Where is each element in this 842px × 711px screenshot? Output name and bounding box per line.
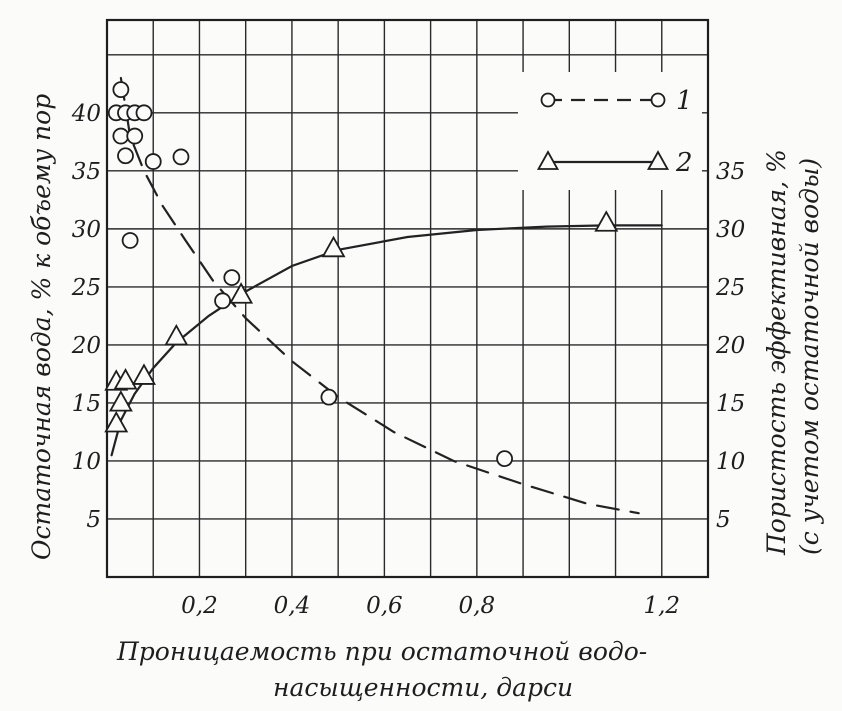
point-series-2	[229, 282, 254, 304]
x-tick-label: 0,6	[366, 593, 403, 619]
legend-label-series-2: 2	[675, 148, 693, 178]
y-tick-label-left: 15	[72, 391, 101, 417]
y-tick-label-right: 10	[716, 449, 745, 475]
y-tick-label-right: 25	[715, 275, 745, 301]
point-series-1	[112, 81, 130, 99]
x-tick-label: 1,2	[643, 593, 680, 619]
point-series-2	[321, 235, 346, 258]
point-series-2	[108, 390, 133, 412]
point-series-1	[320, 388, 338, 406]
y-axis-right-title: Пористость эффективная, %	[762, 149, 791, 556]
y-tick-label-right: 15	[716, 391, 745, 417]
y-axis-left-title: Остаточная вода, % к объему пор	[27, 94, 56, 560]
point-series-1	[496, 450, 513, 468]
point-series-2	[104, 410, 129, 433]
point-series-2	[113, 368, 138, 390]
y-tick-label-left: 5	[86, 507, 101, 533]
y-tick-label-right: 20	[715, 333, 745, 359]
point-series-1	[135, 104, 153, 122]
y-tick-label-left: 30	[72, 217, 101, 243]
point-series-2	[132, 363, 156, 385]
tick-labels: 0,2 0,4 0,6 0,8 1,2 5 10 15 20 25 30 35 40 5 10 15 20 25 3…	[71, 101, 746, 619]
point-series-1	[214, 292, 231, 310]
y-tick-label-right: 5	[716, 507, 731, 533]
legend-marker-series-1	[540, 92, 556, 108]
point-series-1	[112, 127, 130, 145]
x-tick-label: 0,8	[459, 593, 496, 619]
y-tick-label-right: 30	[716, 217, 745, 243]
y-tick-label-left: 40	[71, 101, 101, 127]
legend-marker-series-2	[646, 150, 670, 170]
y-tick-label-left: 20	[71, 333, 101, 359]
x-axis-title-line-2: насыщенности, дарси	[273, 673, 573, 702]
x-axis-title-line-1: Проницаемость при остаточной водо-	[116, 637, 647, 666]
point-series-1	[126, 127, 144, 145]
legend-marker-series-2	[536, 150, 560, 170]
point-series-1	[172, 148, 190, 166]
legend-label-series-1: 1	[676, 86, 693, 116]
legend: 12	[518, 72, 702, 190]
x-tick-label: 0,2	[181, 593, 218, 619]
trend-line-series-2	[110, 224, 663, 457]
point-series-1	[121, 232, 139, 249]
point-series-1	[144, 153, 162, 170]
plot-frame	[105, 18, 710, 579]
y-tick-label-left: 10	[72, 449, 101, 475]
point-series-1	[117, 147, 134, 165]
x-tick-label: 0,4	[274, 593, 311, 619]
y-tick-label-left: 25	[71, 275, 101, 301]
y-axis-right-subtitle: (с учетом остаточной воды)	[795, 158, 824, 555]
point-series-2	[594, 210, 619, 232]
y-tick-label-left: 35	[72, 159, 101, 185]
trend-line-series-1	[119, 76, 640, 515]
point-series-2	[164, 323, 189, 346]
y-tick-label-right: 35	[716, 159, 745, 185]
legend-box	[518, 72, 702, 190]
point-series-1	[223, 269, 241, 287]
legend-marker-series-1	[650, 92, 666, 108]
data-markers	[104, 81, 619, 468]
trend-lines	[110, 76, 663, 515]
